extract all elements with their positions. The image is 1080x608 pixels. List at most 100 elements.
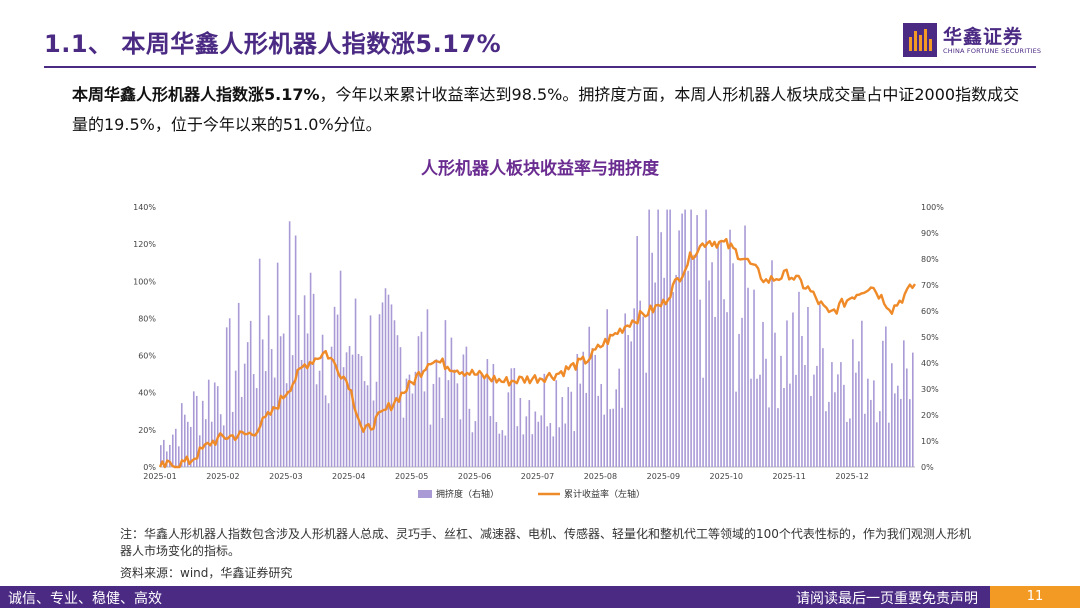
- crowding-bar: [531, 434, 534, 467]
- crowding-bar: [621, 407, 623, 467]
- crowding-bar: [759, 374, 761, 467]
- crowding-bar: [660, 232, 662, 467]
- summary-paragraph: 本周华鑫人形机器人指数涨5.17%，今年以来累计收益率达到98.5%。拥挤度方面…: [72, 80, 1032, 140]
- crowding-bar: [882, 340, 884, 467]
- y-right-tick-label: 0%: [921, 463, 934, 472]
- crowding-bar: [459, 419, 462, 467]
- crowding-bar: [384, 288, 387, 467]
- crowding-bar: [714, 316, 716, 467]
- crowding-bar: [690, 209, 692, 467]
- crowding-bar: [597, 395, 600, 467]
- crowding-bar: [321, 334, 324, 467]
- x-tick-label: 2025-11: [772, 472, 805, 481]
- crowding-bar: [465, 346, 468, 467]
- crowding-bar: [645, 372, 647, 467]
- crowding-bar: [585, 392, 588, 467]
- y-right-tick-label: 30%: [921, 385, 939, 394]
- crowding-bar: [168, 444, 171, 467]
- crowding-bar: [639, 300, 641, 467]
- crowding-bar: [636, 236, 638, 467]
- crowding-bar: [534, 411, 537, 467]
- returns-crowding-chart: 0% 20% 40% 60% 80% 100% 120% 140% 0% 10% 20% 30% 40%…: [133, 203, 944, 500]
- crowding-bar: [453, 369, 456, 467]
- x-tick-label: 2025-08: [584, 472, 617, 481]
- crowding-bar: [633, 308, 635, 467]
- crowding-bar: [432, 383, 435, 467]
- crowding-bar: [777, 408, 779, 467]
- crowding-bar: [381, 302, 384, 467]
- crowding-bar: [246, 342, 249, 467]
- crowding-bar: [849, 418, 851, 467]
- legend-label-return: 累计收益率（左轴）: [564, 488, 645, 500]
- crowding-bar: [306, 333, 309, 467]
- logo-text-cn: 华鑫证券: [943, 26, 1024, 48]
- crowding-bar: [216, 386, 219, 467]
- crowding-bar: [816, 365, 818, 467]
- x-tick-label: 2025-06: [458, 472, 491, 481]
- crowding-bar: [693, 254, 695, 467]
- summary-text: ，今年以来累计收益率达到98.5%。拥挤度方面，本周人形机器人板块成交量占中证2…: [72, 85, 1020, 134]
- crowding-bar: [160, 445, 162, 467]
- crowding-bar: [663, 277, 665, 467]
- crowding-bar: [555, 380, 558, 467]
- crowding-bar: [525, 416, 528, 467]
- crowding-bar: [846, 421, 848, 467]
- crowding-bar: [375, 381, 378, 467]
- crowding-bar: [288, 221, 291, 467]
- crowding-bar: [762, 321, 764, 467]
- crowding-bar: [378, 314, 381, 467]
- crowding-bar: [552, 436, 555, 467]
- crowding-bar: [219, 414, 222, 467]
- crowding-bar: [345, 352, 348, 467]
- crowding-bar: [858, 361, 860, 467]
- crowding-bar: [798, 291, 800, 467]
- crowding-bar: [558, 427, 561, 467]
- crowding-bar: [528, 400, 531, 467]
- crowding-bar: [507, 392, 510, 467]
- crowding-bar: [909, 399, 911, 467]
- crowding-bar: [618, 368, 620, 467]
- crowding-bar: [561, 397, 564, 467]
- crowding-bar: [282, 333, 285, 467]
- crowding-bar: [261, 339, 264, 467]
- crowding-bar: [669, 209, 671, 467]
- title-divider: [44, 66, 1036, 68]
- crowding-bar: [726, 312, 728, 467]
- crowding-bar: [612, 408, 615, 467]
- footer-slogan: 诚信、专业、稳健、高效: [8, 591, 162, 607]
- crowding-bar: [795, 374, 797, 467]
- y-right-tick-label: 20%: [921, 411, 939, 420]
- crowding-bar: [843, 384, 845, 467]
- crowding-bar: [855, 372, 857, 467]
- cumulative-return-line: [158, 237, 916, 469]
- x-tick-label: 2025-10: [710, 472, 743, 481]
- crowding-bar: [483, 376, 486, 467]
- crowding-bar: [192, 391, 195, 467]
- crowding-bar: [768, 407, 770, 467]
- crowding-bar: [249, 320, 252, 467]
- crowding-bar: [387, 294, 390, 467]
- y-right-tick-label: 60%: [921, 307, 939, 316]
- y-left-tick-label: 40%: [138, 389, 156, 398]
- crowding-bar: [357, 353, 360, 467]
- crowding-bar: [711, 262, 713, 467]
- crowding-bar: [228, 318, 231, 467]
- y-left-tick-label: 100%: [133, 277, 156, 286]
- y-right-tick-label: 90%: [921, 229, 939, 238]
- crowding-bar: [807, 306, 809, 467]
- crowding-bar: [264, 371, 267, 467]
- crowding-bar: [276, 262, 279, 467]
- crowding-bar: [309, 272, 312, 467]
- crowding-bar: [861, 320, 863, 467]
- crowding-bar: [195, 395, 198, 467]
- crowding-bar: [333, 306, 336, 467]
- crowding-bar: [732, 263, 734, 467]
- crowding-bar: [801, 335, 803, 467]
- crowding-bar: [372, 400, 375, 467]
- crowding-bar: [867, 378, 869, 467]
- crowding-bar: [504, 435, 507, 467]
- crowding-bar: [441, 418, 444, 467]
- crowding-bar: [339, 270, 342, 467]
- crowding-bar: [879, 411, 881, 467]
- crowding-bar: [735, 391, 737, 467]
